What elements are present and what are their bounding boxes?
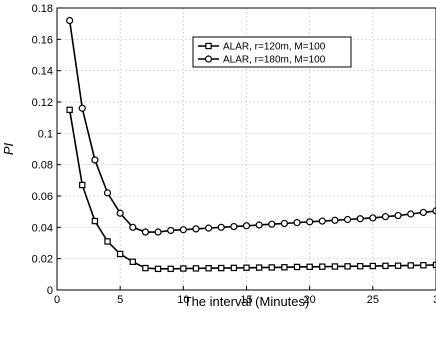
data-point [142, 229, 148, 235]
data-point [105, 190, 111, 196]
x-axis-title: The interval (Minutes) [184, 294, 310, 309]
data-point [421, 263, 426, 268]
y-tick-label: 0.16 [32, 34, 53, 46]
x-tick-label: 5 [117, 294, 123, 306]
data-point [155, 229, 161, 235]
data-point [105, 239, 110, 244]
data-point [370, 215, 376, 221]
data-point [180, 227, 186, 233]
data-point [219, 265, 224, 270]
data-point [67, 107, 72, 112]
data-point [420, 209, 426, 215]
data-point [282, 265, 287, 270]
data-point [358, 264, 363, 269]
data-point [345, 264, 350, 269]
legend-marker [206, 43, 211, 48]
data-point [307, 264, 312, 269]
data-point [345, 217, 351, 223]
data-point [155, 266, 160, 271]
y-tick-label: 0 [47, 285, 53, 297]
data-point [218, 224, 224, 230]
data-point [80, 182, 85, 187]
data-point [307, 219, 313, 225]
x-tick-label: 25 [367, 294, 379, 306]
data-point [370, 263, 375, 268]
data-point [269, 265, 274, 270]
data-point [332, 217, 338, 223]
data-point [395, 213, 401, 219]
y-tick-label: 0.14 [32, 66, 53, 78]
data-point [408, 263, 413, 268]
data-point [256, 222, 262, 228]
data-point [193, 226, 199, 232]
data-point [294, 220, 300, 226]
legend: ALAR, r=120m, M=100 ALAR, r=180m, M=100 [193, 37, 351, 67]
data-point [383, 263, 388, 268]
y-tick-label: 0.02 [32, 254, 53, 266]
data-point [320, 264, 325, 269]
data-point [143, 265, 148, 270]
data-point [396, 263, 401, 268]
series-line [70, 110, 436, 269]
y-tick-label: 0.1 [38, 128, 53, 140]
data-point [319, 218, 325, 224]
y-tick-label: 0.04 [32, 222, 53, 234]
data-point [357, 216, 363, 222]
legend-marker [206, 56, 212, 62]
y-tick-label: 0.18 [32, 3, 53, 15]
data-point [168, 227, 174, 233]
data-point [117, 210, 123, 216]
data-point [257, 265, 262, 270]
legend-label: ALAR, r=180m, M=100 [223, 55, 326, 66]
data-point [79, 105, 85, 111]
data-point [382, 214, 388, 220]
series-1 [67, 107, 436, 271]
data-point [181, 266, 186, 271]
data-point [332, 264, 337, 269]
data-point [118, 251, 123, 256]
data-point [92, 218, 97, 223]
data-point [231, 224, 237, 230]
data-point [244, 265, 249, 270]
data-point [231, 265, 236, 270]
data-point [206, 225, 212, 231]
data-point [281, 220, 287, 226]
data-point [244, 223, 250, 229]
x-tick-label: 0 [54, 294, 60, 306]
data-point [130, 259, 135, 264]
data-point [269, 221, 275, 227]
data-point [67, 18, 73, 24]
data-point [92, 157, 98, 163]
data-point [168, 266, 173, 271]
data-point [193, 266, 198, 271]
data-point [408, 211, 414, 217]
y-tick-label: 0.08 [32, 160, 53, 172]
y-axis-title: PI [1, 142, 16, 155]
data-point [206, 266, 211, 271]
legend-label: ALAR, r=120m, M=100 [223, 42, 326, 53]
data-point [130, 224, 136, 230]
data-point [294, 264, 299, 269]
y-tick-label: 0.06 [32, 191, 53, 203]
y-tick-label: 0.12 [32, 97, 53, 109]
